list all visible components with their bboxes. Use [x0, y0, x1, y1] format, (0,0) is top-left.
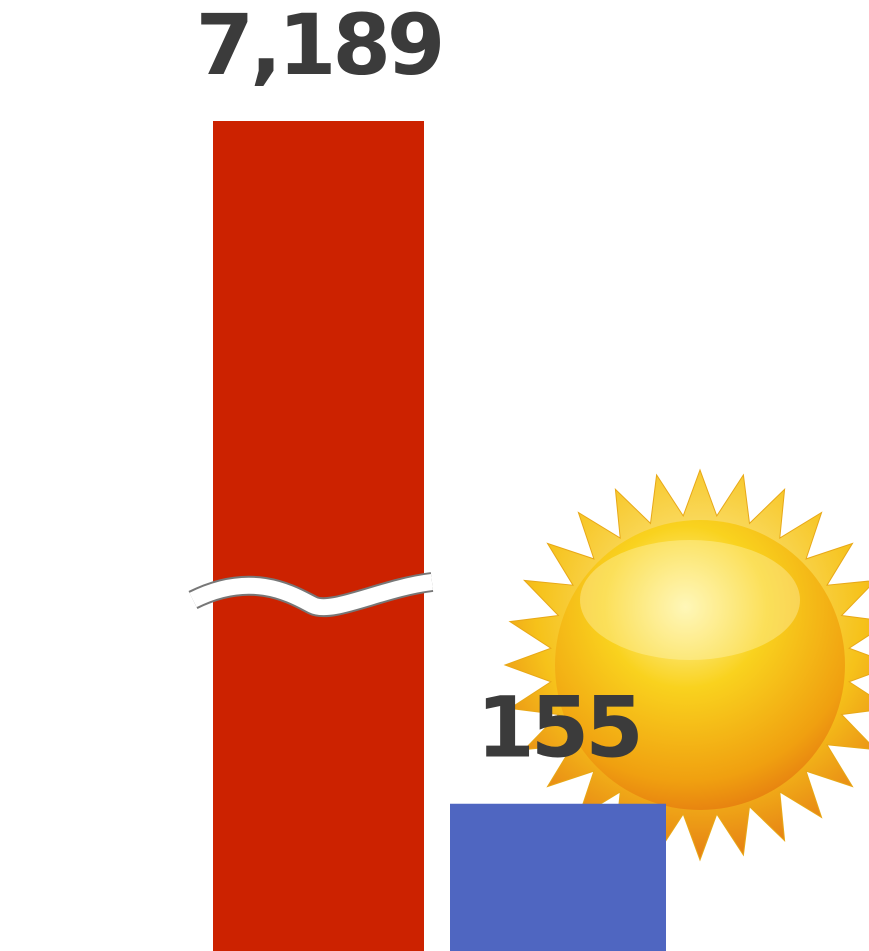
bar	[450, 803, 666, 951]
sun-disc	[555, 520, 845, 810]
value-label: 155	[476, 679, 639, 777]
axis-break-fill	[189, 574, 434, 616]
sun-icon	[503, 468, 869, 862]
bar	[213, 121, 424, 951]
value-label: 7,189	[196, 0, 442, 94]
sun-highlight	[580, 540, 800, 660]
